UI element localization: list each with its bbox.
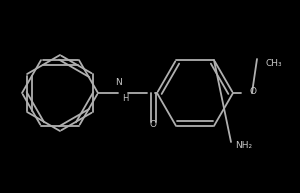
Text: CH₃: CH₃ <box>266 58 283 68</box>
Text: N: N <box>116 78 122 87</box>
Text: NH₂: NH₂ <box>235 141 252 151</box>
Text: H: H <box>122 94 128 103</box>
Text: O: O <box>149 120 157 129</box>
Text: O: O <box>249 87 256 96</box>
